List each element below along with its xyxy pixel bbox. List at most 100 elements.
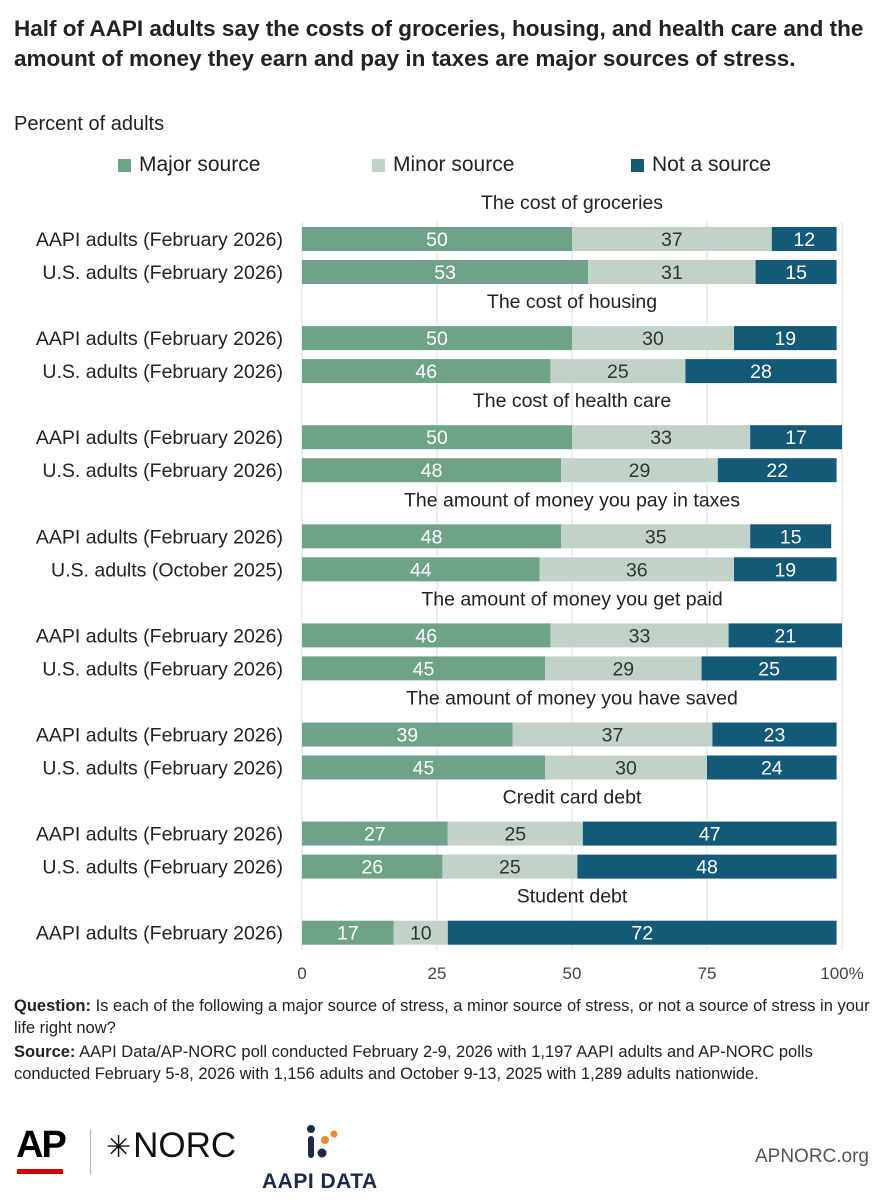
data-label: 24 [761, 758, 783, 780]
legend-swatch-major [118, 158, 131, 172]
data-label: 25 [758, 658, 780, 680]
row-label: AAPI adults (February 2026) [36, 725, 283, 747]
bar-segment-major [302, 656, 545, 681]
bar-segment-not [685, 359, 837, 384]
data-label: 17 [337, 923, 359, 945]
bar-segment-minor [550, 359, 686, 384]
bar-segment-major [302, 623, 551, 648]
bar-segment-minor [393, 920, 448, 945]
bar-segment-major [302, 326, 572, 351]
chart-subtitle: Percent of adults [14, 113, 165, 135]
bar-segment-major [302, 359, 551, 384]
bar-segment-major [302, 722, 513, 747]
group-title: The amount of money you pay in taxes [404, 489, 740, 511]
data-label: 50 [426, 427, 448, 449]
bar-segment-minor [561, 524, 751, 549]
legend-label-major: Major source [139, 153, 261, 176]
norc-logo: ✳NORC [106, 1126, 236, 1166]
bar-segment-minor [539, 557, 734, 582]
bar-segment-major [302, 920, 394, 945]
x-tick-label: 50 [563, 964, 582, 983]
row-label: AAPI adults (February 2026) [36, 229, 283, 251]
bar-segment-minor [572, 326, 734, 351]
x-tick-label: 25 [428, 964, 447, 983]
bar-segment-minor [545, 755, 707, 780]
norc-star-icon: ✳ [106, 1131, 132, 1164]
bar-segment-not [771, 227, 837, 251]
data-label: 35 [645, 526, 667, 548]
bar-segment-major [302, 227, 572, 251]
legend-item-not: Not a source [631, 153, 771, 177]
bar-segment-not [701, 656, 837, 681]
bar-segment-not [755, 260, 837, 284]
bar-segment-not [750, 425, 842, 450]
source-label: Source: [14, 1043, 76, 1061]
legend-item-major: Major source [118, 153, 260, 177]
data-label: 31 [661, 262, 683, 284]
logo-divider [90, 1130, 91, 1174]
data-label: 45 [413, 758, 435, 780]
data-label: 29 [629, 460, 651, 482]
bar-segment-major [302, 854, 443, 879]
ap-logo: AP [16, 1124, 67, 1166]
data-label: 21 [774, 625, 796, 647]
data-label: 25 [607, 361, 629, 383]
group-title: Student debt [517, 886, 628, 908]
data-label: 39 [396, 725, 418, 747]
bar-segment-minor [447, 821, 583, 846]
question-note: Question: Is each of the following a maj… [14, 996, 874, 1039]
data-label: 12 [793, 229, 815, 251]
group-title: The cost of groceries [481, 192, 663, 214]
data-label: 45 [413, 658, 435, 680]
data-label: 37 [661, 229, 683, 251]
data-label: 22 [766, 460, 788, 482]
data-label: 36 [626, 559, 648, 581]
data-label: 47 [699, 824, 721, 846]
data-label: 19 [774, 559, 796, 581]
row-label: AAPI adults (February 2026) [36, 824, 283, 846]
bar-segment-minor [550, 623, 729, 648]
legend-item-minor: Minor source [372, 153, 514, 177]
x-tick-label: 100% [820, 964, 863, 983]
x-tick-label: 75 [698, 964, 717, 983]
data-label: 50 [426, 229, 448, 251]
bar-segment-not [577, 854, 837, 879]
ap-logo-underline [17, 1169, 63, 1174]
data-label: 72 [631, 923, 653, 945]
group-title: The amount of money you have saved [406, 688, 738, 710]
legend-label-minor: Minor source [393, 153, 515, 176]
site-url: APNORC.org [754, 1146, 869, 1167]
bar-segment-minor [512, 722, 713, 747]
bar-segment-not [582, 821, 837, 846]
group-title: The cost of housing [487, 291, 657, 313]
row-label: AAPI adults (February 2026) [36, 526, 283, 548]
legend: Major source Minor source Not a source [0, 153, 883, 179]
data-label: 48 [421, 460, 443, 482]
bar-segment-not [447, 920, 837, 945]
data-label: 23 [764, 725, 786, 747]
row-label: U.S. adults (February 2026) [42, 758, 283, 780]
question-text: Is each of the following a major source … [14, 997, 870, 1037]
data-label: 29 [612, 658, 634, 680]
row-label: AAPI adults (February 2026) [36, 625, 283, 647]
row-label: U.S. adults (February 2026) [42, 460, 283, 482]
data-label: 48 [421, 526, 443, 548]
legend-label-not: Not a source [652, 153, 772, 176]
legend-swatch-minor [372, 158, 385, 172]
source-note: Source: AAPI Data/AP-NORC poll conducted… [14, 1042, 874, 1085]
group-title: The amount of money you get paid [421, 588, 722, 610]
row-label: U.S. adults (February 2026) [42, 857, 283, 879]
bar-segment-not [734, 557, 837, 582]
aapi-data-logo-text: AAPI DATA [262, 1170, 378, 1193]
bar-segment-major [302, 821, 448, 846]
data-label: 17 [785, 427, 807, 449]
chart-title: Half of AAPI adults say the costs of gro… [14, 16, 864, 71]
data-label: 27 [364, 824, 386, 846]
bar-segment-not [750, 524, 832, 549]
data-label: 48 [696, 857, 718, 879]
bar-segment-not [712, 722, 837, 747]
data-label: 15 [780, 526, 802, 548]
norc-logo-text: NORC [133, 1126, 237, 1165]
bar-segment-minor [442, 854, 578, 879]
bar-segment-major [302, 458, 562, 483]
